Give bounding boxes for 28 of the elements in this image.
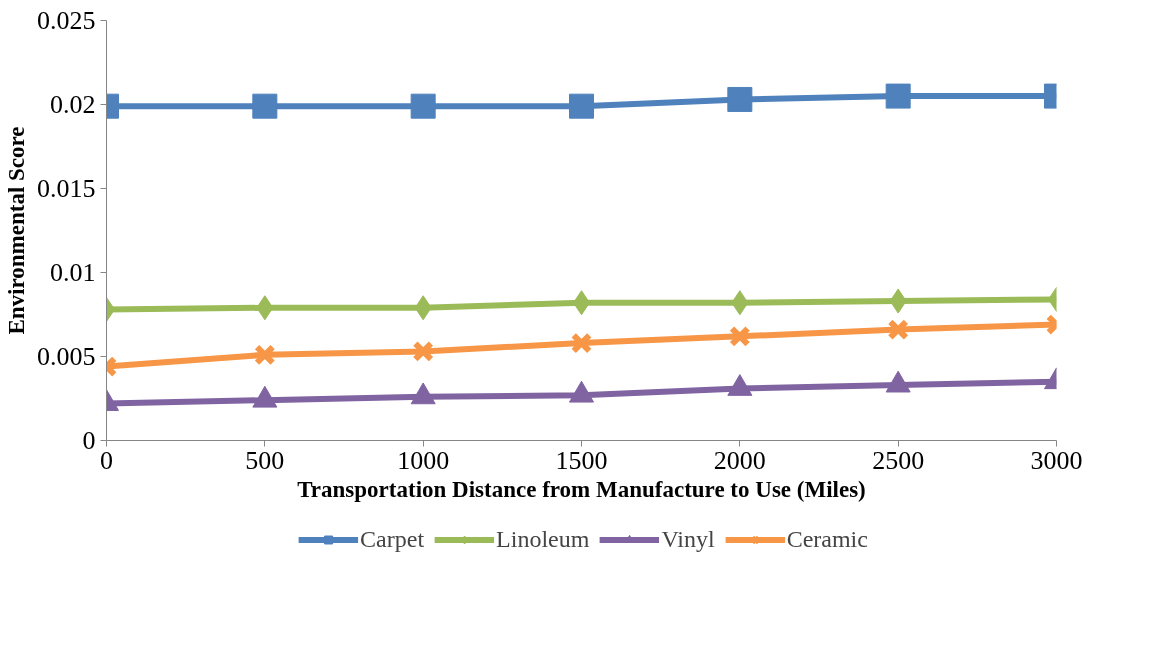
point — [254, 344, 276, 366]
point — [410, 93, 436, 119]
legend-label: Vinyl — [661, 525, 715, 553]
y-tick-label: 0 — [82, 426, 96, 455]
y-tick-label: 0.005 — [37, 342, 96, 371]
legend-label: Ceramic — [786, 525, 868, 553]
point — [729, 325, 751, 348]
point — [569, 93, 594, 119]
x-tick-label: 1500 — [555, 445, 608, 475]
legend-label: Carpet — [360, 525, 425, 553]
point — [252, 93, 278, 119]
x-tick-label: 1000 — [397, 445, 450, 475]
x-tick-label: 2000 — [713, 445, 766, 475]
x-tick-label: 2500 — [872, 445, 925, 475]
y-tick-label: 0.01 — [50, 258, 96, 287]
y-axis-title: Environmental Score — [4, 126, 29, 335]
point — [887, 318, 909, 341]
point — [570, 332, 593, 354]
point — [885, 83, 911, 109]
point — [727, 86, 753, 112]
legend-label: Linoleum — [496, 525, 590, 553]
y-tick-label: 0.015 — [37, 174, 96, 203]
x-tick-label: 3000 — [1030, 445, 1083, 475]
x-axis-title: Transportation Distance from Manufacture to Use (Miles) — [297, 476, 866, 502]
point — [412, 340, 434, 363]
y-tick-label: 0.02 — [50, 90, 96, 119]
y-tick-label: 0.025 — [37, 6, 96, 35]
x-tick-label: 500 — [245, 445, 285, 475]
